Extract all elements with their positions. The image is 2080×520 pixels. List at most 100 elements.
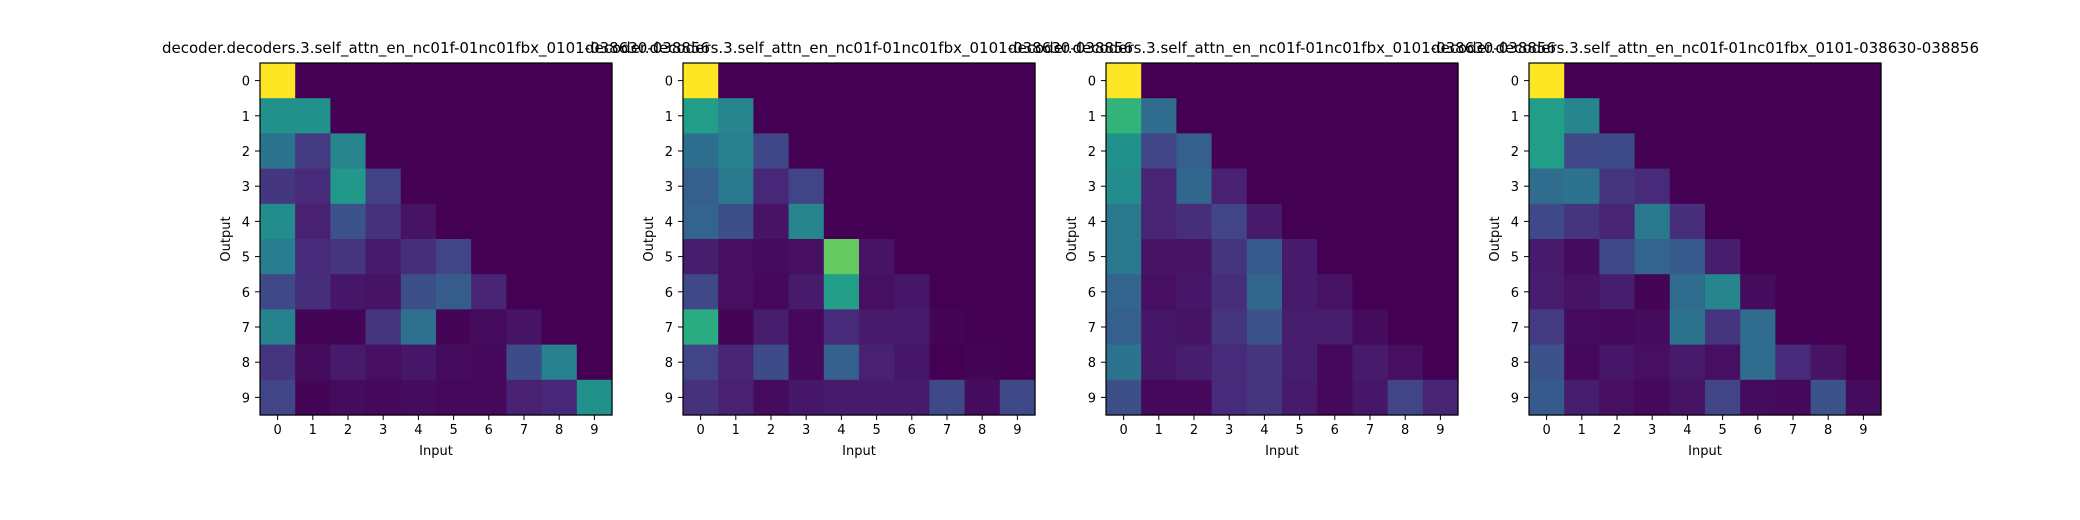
heatmap-cell xyxy=(365,309,402,346)
heatmap-cell xyxy=(506,309,543,346)
heatmap-cell xyxy=(1845,98,1882,134)
y-tick-label: 2 xyxy=(1088,145,1096,160)
heatmap-cell xyxy=(1529,63,1565,99)
heatmap-cell xyxy=(788,379,825,416)
heatmap-cell xyxy=(964,63,1001,99)
heatmap-cell xyxy=(541,63,578,99)
heatmap-cell xyxy=(823,309,860,346)
heatmap-cell xyxy=(929,203,966,240)
heatmap-cell xyxy=(506,168,543,205)
heatmap-cell xyxy=(1705,133,1741,170)
heatmap-cell xyxy=(1740,379,1776,416)
heatmap-cell xyxy=(295,344,331,381)
heatmap-cell xyxy=(576,63,613,99)
y-tick-label: 9 xyxy=(1511,391,1519,406)
heatmap-cell xyxy=(823,274,860,310)
heatmap-cell xyxy=(1282,309,1318,346)
heatmap-cell xyxy=(365,168,402,205)
heatmap-cell xyxy=(1599,133,1636,170)
heatmap-cell xyxy=(929,133,966,170)
x-tick-label: 9 xyxy=(590,423,598,438)
heatmap-cell xyxy=(1211,274,1248,310)
heatmap-cell xyxy=(1176,203,1213,240)
heatmap-cell xyxy=(683,133,719,170)
heatmap-cell xyxy=(964,274,1001,310)
heatmap-cell xyxy=(1317,133,1353,170)
heatmap-cell xyxy=(1634,239,1671,275)
x-axis-label: Input xyxy=(1688,444,1722,459)
heatmap-cell xyxy=(541,133,578,170)
heatmap-cell xyxy=(1246,98,1283,134)
heatmap-cell xyxy=(753,63,790,99)
heatmap-cell xyxy=(295,168,331,205)
heatmap-cell xyxy=(1176,274,1213,310)
heatmap-cell xyxy=(1564,203,1600,240)
heatmap-cell xyxy=(964,379,1001,416)
x-tick-label: 2 xyxy=(1613,423,1621,438)
x-tick-label: 1 xyxy=(309,423,317,438)
heatmap-cell xyxy=(1317,203,1353,240)
heatmap-cell xyxy=(436,239,472,275)
heatmap-cell xyxy=(1775,309,1812,346)
heatmap-cell xyxy=(1775,203,1812,240)
heatmap-cell xyxy=(823,379,860,416)
heatmap-cell xyxy=(718,168,754,205)
x-tick-label: 3 xyxy=(1225,423,1233,438)
heatmap-cell xyxy=(1564,63,1600,99)
heatmap-cell xyxy=(788,344,825,381)
heatmap-cell xyxy=(1529,168,1565,205)
heatmap-cell xyxy=(683,379,719,416)
heatmap-cell xyxy=(576,344,613,381)
heatmap-cell xyxy=(1669,203,1706,240)
x-axis-label: Input xyxy=(1265,444,1299,459)
heatmap-cell xyxy=(1352,168,1389,205)
heatmap-cell xyxy=(1810,309,1847,346)
heatmap-cell xyxy=(1845,309,1882,346)
heatmap-cell xyxy=(295,309,331,346)
x-tick-label: 2 xyxy=(1190,423,1198,438)
heatmap-cell xyxy=(330,379,367,416)
x-tick-label: 0 xyxy=(1542,423,1550,438)
heatmap-cell xyxy=(1282,379,1318,416)
heatmap-cell xyxy=(1352,239,1389,275)
x-tick-label: 0 xyxy=(1119,423,1127,438)
x-tick-label: 4 xyxy=(837,423,845,438)
heatmap-cell xyxy=(541,379,578,416)
y-axis-label: Output xyxy=(1065,216,1080,261)
heatmap-cell xyxy=(929,309,966,346)
heatmap-cell xyxy=(1211,133,1248,170)
heatmap-cell xyxy=(1705,203,1741,240)
heatmap-cell xyxy=(1352,203,1389,240)
heatmap-cell xyxy=(1352,309,1389,346)
heatmap-cell xyxy=(999,379,1036,416)
heatmap-cell xyxy=(929,98,966,134)
heatmap-cell xyxy=(1634,168,1671,205)
heatmap-cell xyxy=(1317,274,1353,310)
heatmap-cell xyxy=(1246,168,1283,205)
heatmap-cell xyxy=(1317,239,1353,275)
heatmap-cell xyxy=(999,63,1036,99)
heatmap-cell xyxy=(999,98,1036,134)
heatmap-cell xyxy=(541,168,578,205)
heatmap-cell xyxy=(1634,344,1671,381)
x-tick-label: 6 xyxy=(1331,423,1339,438)
heatmap-cell xyxy=(964,133,1001,170)
heatmap-cell xyxy=(1634,309,1671,346)
heatmap-cell xyxy=(1106,344,1142,381)
x-tick-label: 7 xyxy=(943,423,951,438)
heatmap-cell xyxy=(260,63,296,99)
heatmap-cell xyxy=(436,309,472,346)
heatmap-cell xyxy=(894,203,930,240)
heatmap-cell xyxy=(295,98,331,134)
heatmap-cell xyxy=(1106,274,1142,310)
y-tick-label: 8 xyxy=(242,356,250,371)
heatmap-cell xyxy=(683,203,719,240)
heatmap-cell xyxy=(1564,98,1600,134)
heatmap-cell xyxy=(1106,239,1142,275)
heatmap-cell xyxy=(260,98,296,134)
heatmap-cell xyxy=(1810,274,1847,310)
heatmap-cell xyxy=(295,274,331,310)
heatmap-cell xyxy=(1740,344,1776,381)
heatmap-cell xyxy=(1669,133,1706,170)
